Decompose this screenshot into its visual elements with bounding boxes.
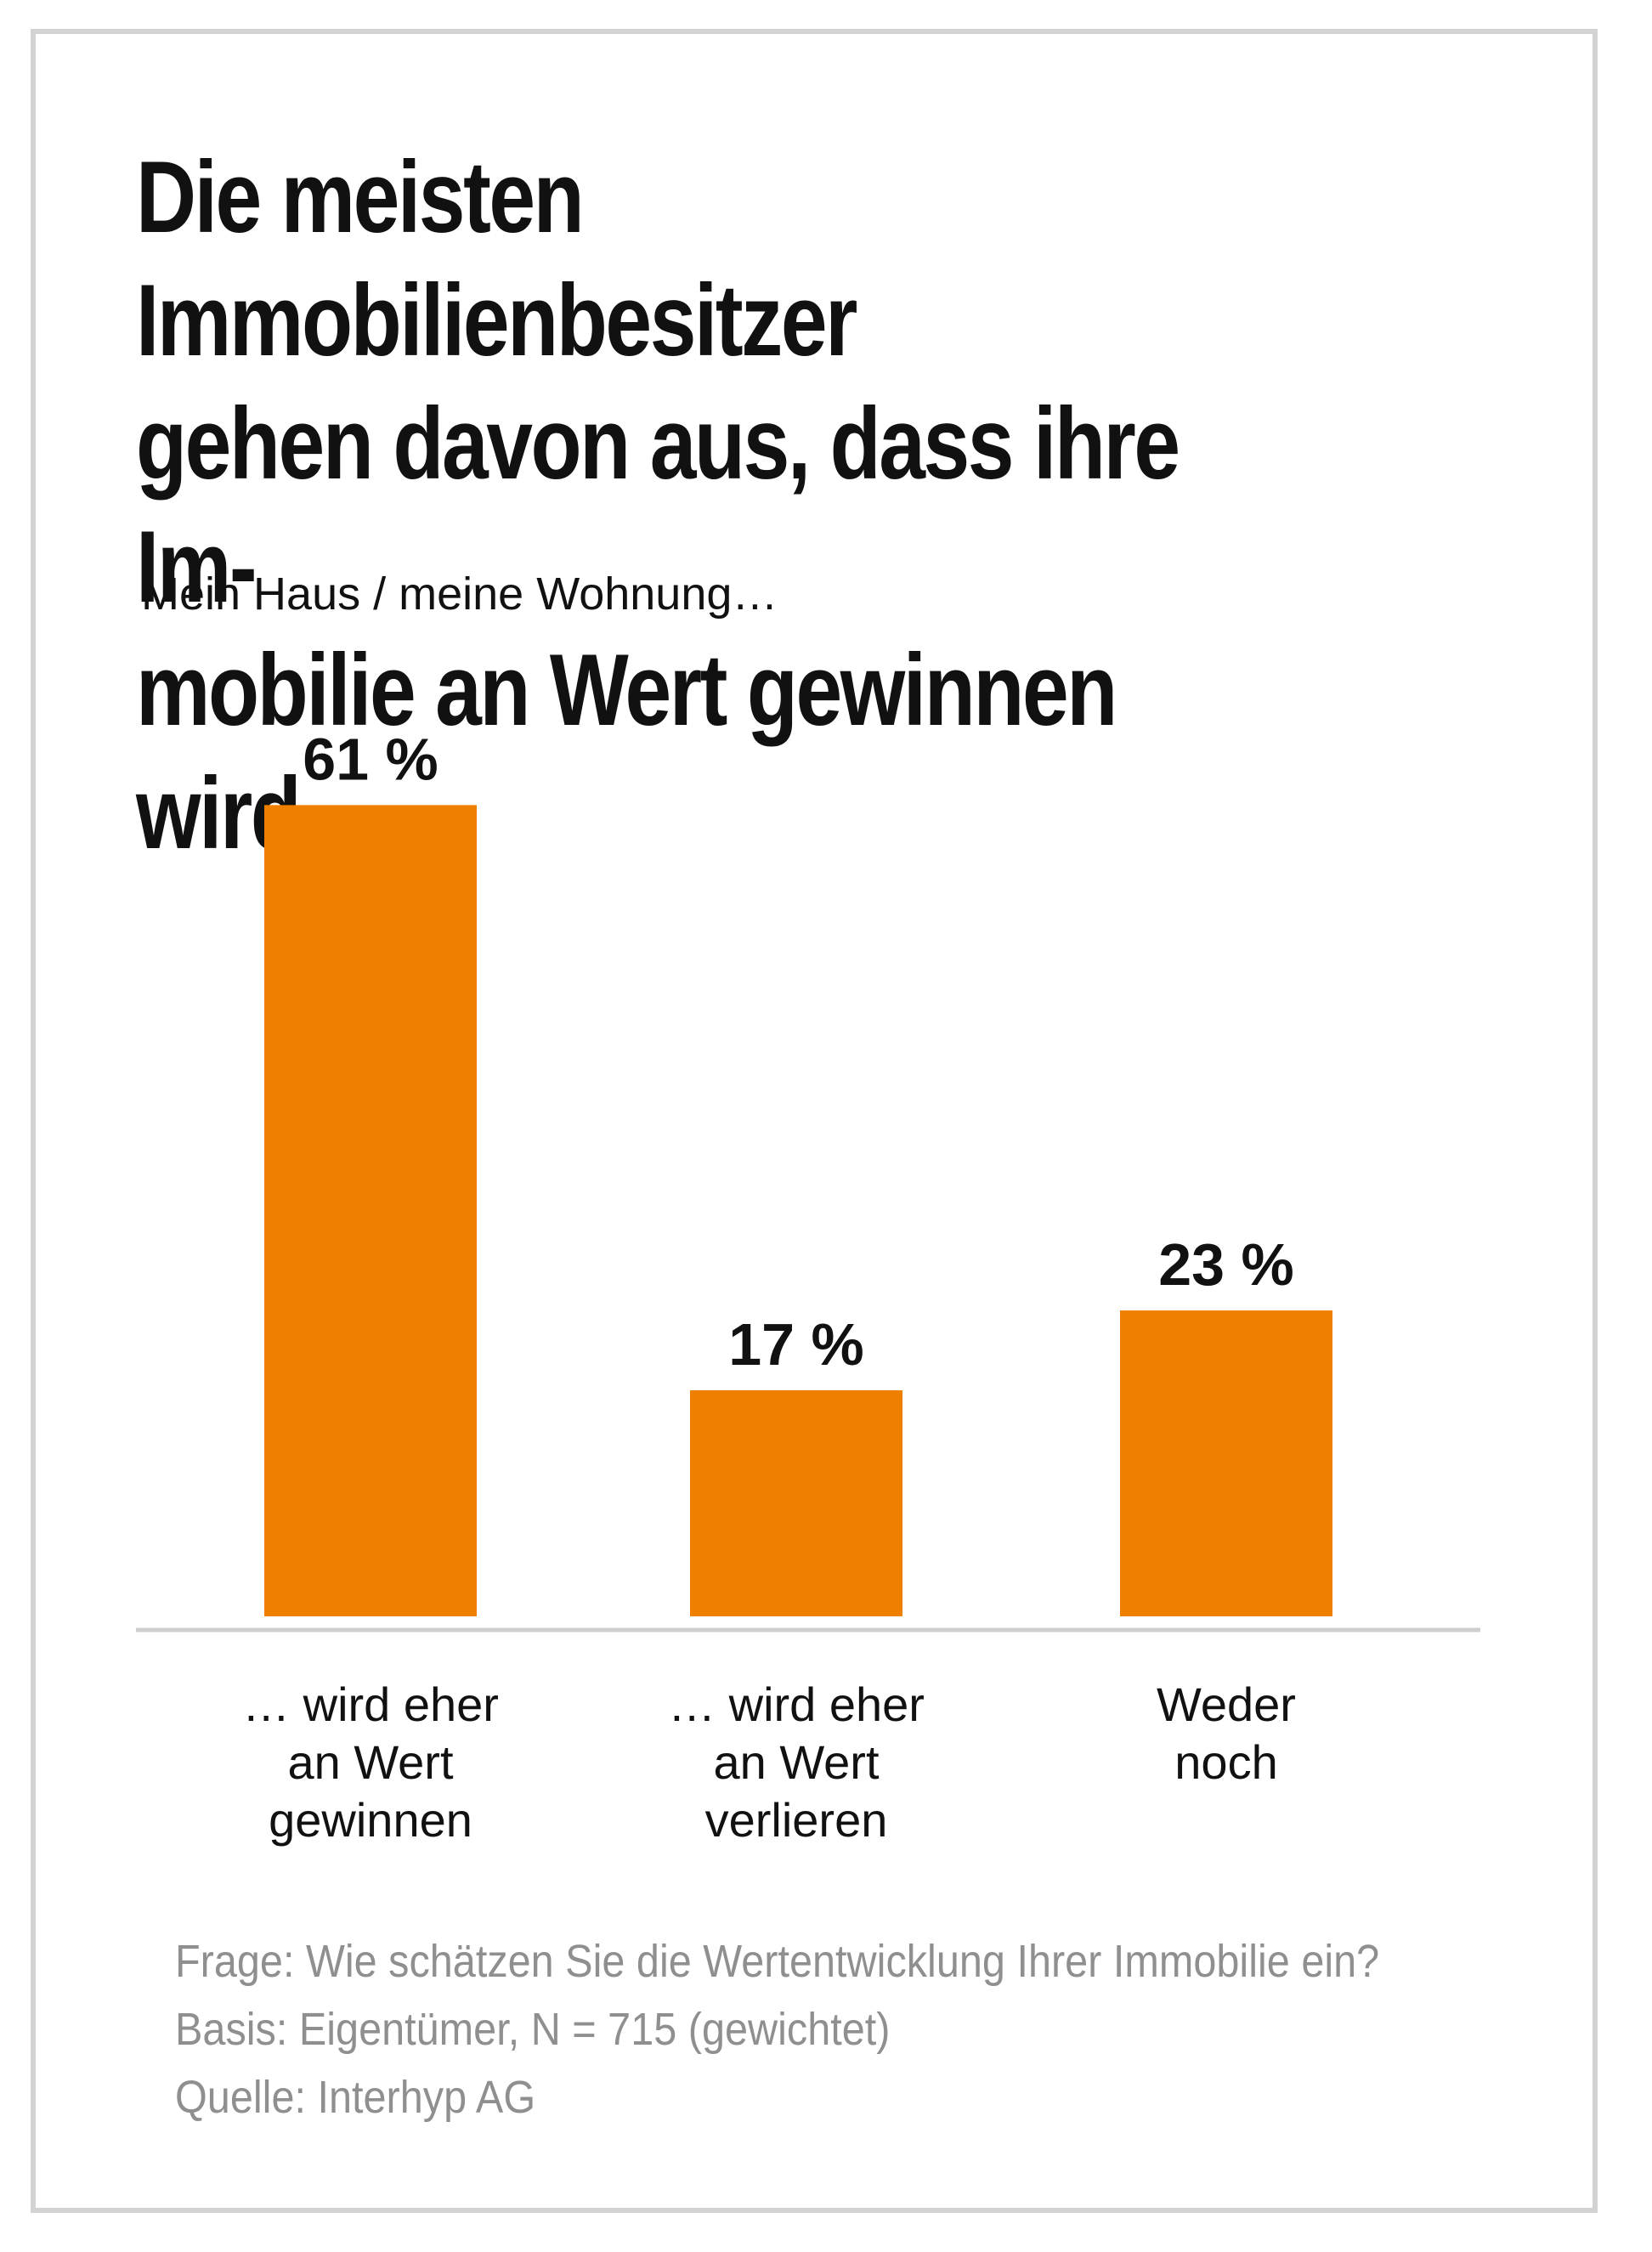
- category-label-1: … wird eher an Wert gewinnen: [242, 1678, 499, 1847]
- footnote-question: Frage: Wie schätzen Sie die Wertentwickl…: [175, 1936, 1380, 1987]
- chart-title: Die meisten Immobilienbesitzer gehen dav…: [136, 140, 1180, 870]
- footnotes: Frage: Wie schätzen Sie die Wertentwickl…: [175, 1927, 1513, 2131]
- footnote-source: Quelle: Interhyp AG: [175, 2072, 536, 2123]
- bar-value-label-2: 17 %: [728, 1311, 864, 1378]
- category-label-3: Weder noch: [1157, 1678, 1296, 1789]
- category-label-2: … wird eher an Wert verlieren: [668, 1678, 925, 1847]
- bar-3: [1120, 1310, 1332, 1616]
- bar-value-label-3: 23 %: [1158, 1231, 1294, 1298]
- footnote-base: Basis: Eigentümer, N = 715 (gewichtet): [175, 2004, 891, 2055]
- bar-2: [690, 1389, 902, 1616]
- chart-subtitle: Mein Haus / meine Wohnung…: [141, 569, 778, 620]
- bar-value-label-1: 61 %: [303, 726, 438, 792]
- bar-1: [264, 805, 477, 1616]
